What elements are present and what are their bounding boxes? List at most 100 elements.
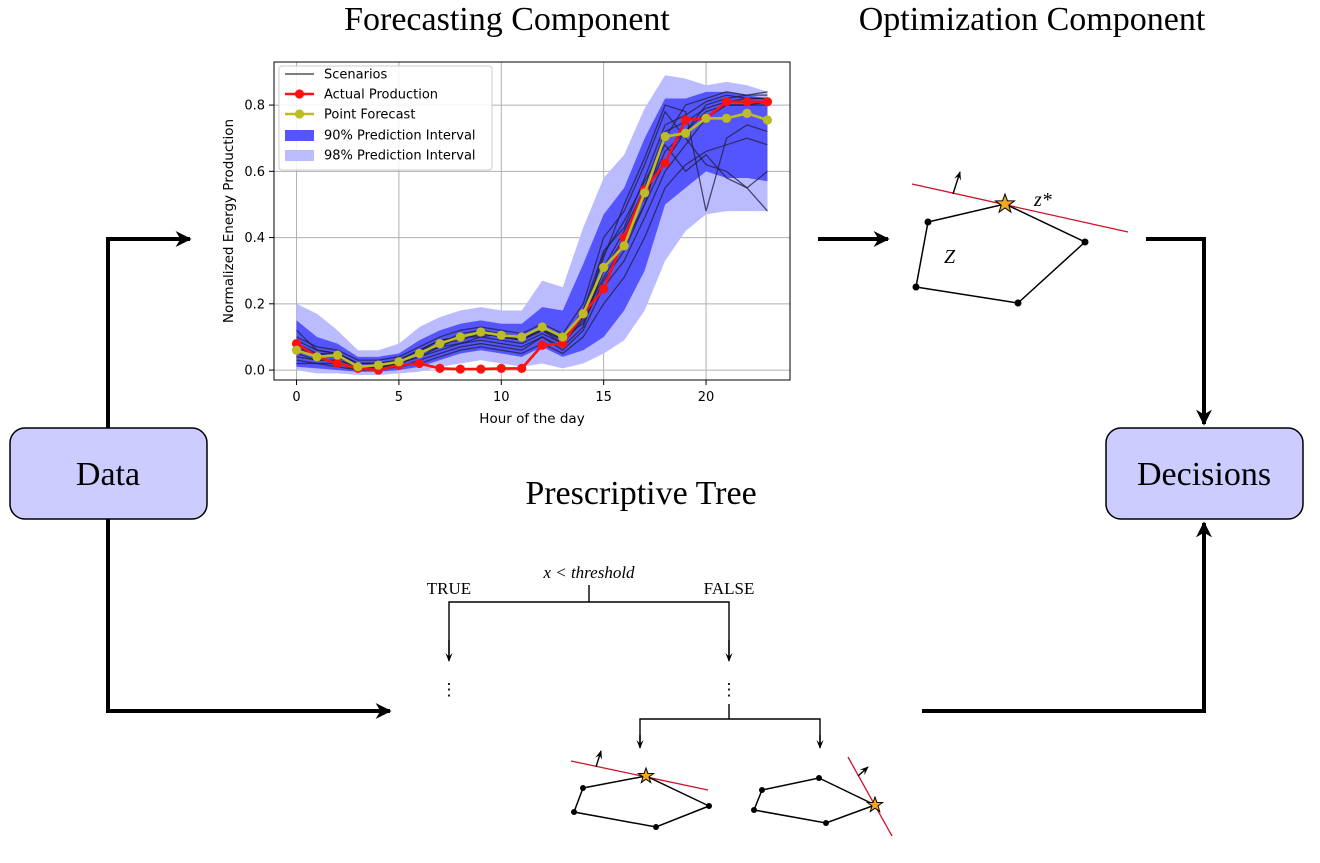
point-forecast-point [680,128,691,138]
actual-production-point [599,284,609,294]
actual-production-point [558,338,568,349]
point-forecast-point [517,332,527,342]
legend-entry: Actual Production [324,88,438,103]
y-tick-label: 0.8 [244,99,265,114]
legend-swatch-patch [285,150,314,161]
point-forecast-point [558,332,568,342]
feasible-set-label: Z [944,246,956,268]
legend-swatch-marker [294,89,305,99]
true-branch-ellipsis: ⋮ [441,680,458,699]
actual-production-point [291,338,302,349]
split-condition-label: x < threshold [542,563,635,582]
point-forecast-point [619,241,629,251]
legend-entry: 90% Prediction Interval [324,129,476,144]
actual-production-point [721,97,732,107]
actual-production-point [455,364,465,374]
false-branch-label: FALSE [704,579,755,598]
point-forecast-point [701,113,711,123]
legend-entry: Point Forecast [324,108,415,123]
point-forecast-point [640,188,650,198]
right-leaf-set [752,777,877,824]
polytope-vertex [816,775,822,781]
legend-frame [278,65,493,171]
prediction-interval-90 [296,91,768,372]
polytope-vertex [580,785,586,791]
y-tick-label: 0.0 [244,364,265,379]
polytope-vertex [706,803,712,809]
optimization-normal-arrow [952,171,961,195]
point-forecast-point [332,350,343,360]
optimization-heading: Optimization Component [859,1,1206,38]
decisions-box-label: Decisions [1137,456,1271,493]
actual-production-point [517,363,527,374]
actual-production-point [414,358,424,369]
x-tick-label: 0 [292,390,300,405]
y-tick-label: 0.2 [244,297,265,312]
point-forecast-point [373,360,384,370]
polytope-vertex [759,787,765,793]
actual-production-point [476,364,486,374]
actual-production-point [496,363,506,374]
decisions-box: Decisions [1105,427,1304,520]
optimization-to-decisions-arrow [1146,237,1212,426]
point-forecast-point [537,322,547,332]
point-forecast-point [312,352,322,362]
actual-production-point [660,158,670,168]
polytope-vertex [571,809,577,815]
data-to-tree-arrow [106,519,392,719]
left-leaf-star-icon [636,766,656,784]
right-leaf-polytope [751,756,893,837]
point-forecast-point [353,362,363,372]
left-leaf-normal-arrow [595,750,603,768]
feasible-polytope [915,203,1087,304]
right-leaf-normal-arrow [857,766,869,777]
left-leaf-set [572,775,711,828]
right-leaf-hyperplane [847,756,893,837]
point-forecast-point [455,332,465,342]
point-forecast-point [742,108,752,118]
y-tick-label: 0.4 [244,231,265,246]
data-box: Data [9,427,208,520]
point-forecast-point [762,115,773,125]
actual-production-point [762,97,773,107]
polytope-vertex [653,824,659,830]
point-forecast-point [578,309,588,319]
actual-production-point [435,363,445,374]
x-tick-label: 10 [493,390,510,405]
polytope-vertex [1014,299,1022,307]
scenario-line [296,110,768,361]
forecasting-heading: Forecasting Component [344,1,670,38]
legend-swatch-marker [294,109,305,119]
x-axis-label: Hour of the day [479,411,584,427]
actual-production-point [680,115,691,125]
data-to-forecast-arrow [106,231,192,428]
legend-entry: Scenarios [324,68,388,83]
x-tick-label: 15 [595,390,612,405]
point-forecast-point [721,113,732,123]
forecast-chart: 0 5 10 15 200.00.20.40.60.8 Hour of the day … [221,61,791,427]
point-forecast-point [476,327,486,337]
polytope-vertex [751,807,757,813]
prescriptive-heading: Prescriptive Tree [525,475,756,512]
x-tick-label: 5 [395,390,403,405]
x-tick-label: 20 [698,390,715,405]
legend-entry: 98% Prediction Interval [324,149,476,164]
y-axis-label: Normalized Energy Production [221,119,237,323]
axis-ticks: 0 5 10 15 20 0.0 0.2 0.4 0.6 0.8 [244,99,714,405]
point-forecast-point [435,338,445,349]
polytope-vertex [924,218,932,226]
polytope-vertex [1081,238,1089,246]
sub-branches [639,718,821,745]
plot-frame [273,61,791,381]
tree-to-decisions-arrow [922,521,1212,713]
polytope-vertex [912,283,920,291]
false-branch-ellipsis: ⋮ [721,680,738,699]
point-forecast-point [394,357,404,367]
optimization-hyperplane [911,183,1129,233]
point-forecast-point [660,131,670,142]
point-forecast-point [599,262,609,272]
actual-production-point [332,358,343,369]
y-tick-label: 0.6 [244,165,265,180]
prescriptive-tree: x < threshold TRUE FALSE ⋮ ⋮ [427,563,893,837]
